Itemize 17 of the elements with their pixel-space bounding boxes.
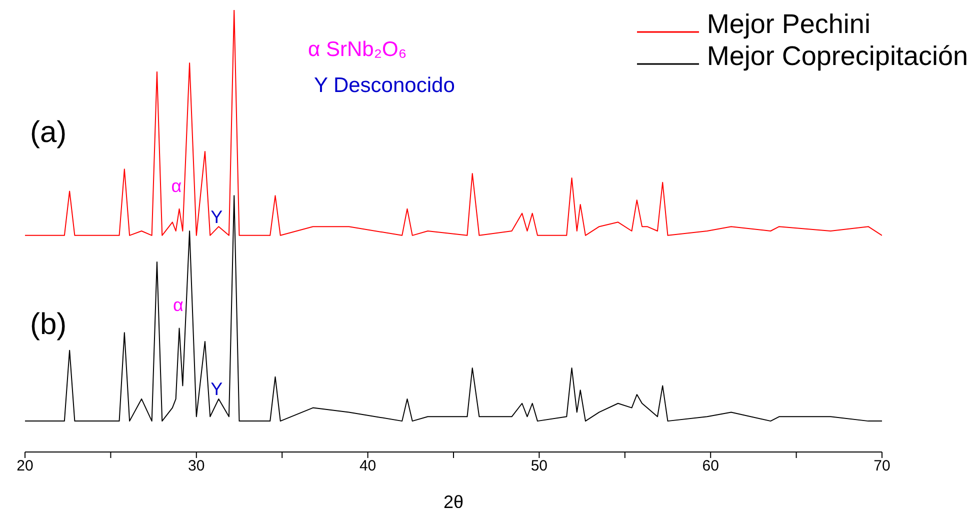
legend-label: Mejor Pechini — [706, 8, 870, 40]
x-tick-label: 50 — [530, 458, 548, 475]
annotation: (a) — [30, 116, 67, 150]
annotation: Y — [210, 206, 223, 228]
annotation: α — [172, 294, 184, 316]
x-tick-label: 30 — [188, 458, 205, 475]
x-axis-title: 2θ — [443, 492, 464, 512]
x-tick-label: 40 — [359, 458, 376, 475]
x-tick-label: 60 — [702, 458, 719, 475]
annotation: α — [171, 176, 182, 197]
annotation: (b) — [30, 308, 67, 342]
annotation: Y — [210, 378, 223, 400]
x-tick-label: 20 — [16, 458, 34, 475]
annotation: Y Desconocido — [314, 74, 455, 98]
annotation: α SrNb₂O₆ — [308, 38, 407, 62]
legend-label: Mejor Coprecipitación — [706, 40, 968, 72]
x-tick-label: 70 — [874, 458, 890, 475]
